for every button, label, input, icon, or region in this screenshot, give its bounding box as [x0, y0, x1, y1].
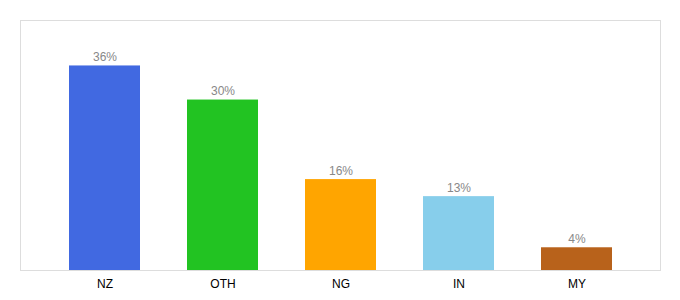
svg-text:OTH: OTH: [210, 277, 235, 291]
svg-text:NG: NG: [332, 277, 350, 291]
svg-text:36%: 36%: [93, 50, 117, 64]
svg-text:IN: IN: [453, 277, 465, 291]
svg-text:13%: 13%: [447, 181, 471, 195]
svg-text:MY: MY: [568, 277, 586, 291]
svg-text:4%: 4%: [568, 232, 586, 246]
svg-text:NZ: NZ: [97, 277, 113, 291]
svg-text:16%: 16%: [329, 164, 353, 178]
svg-text:30%: 30%: [211, 84, 235, 98]
